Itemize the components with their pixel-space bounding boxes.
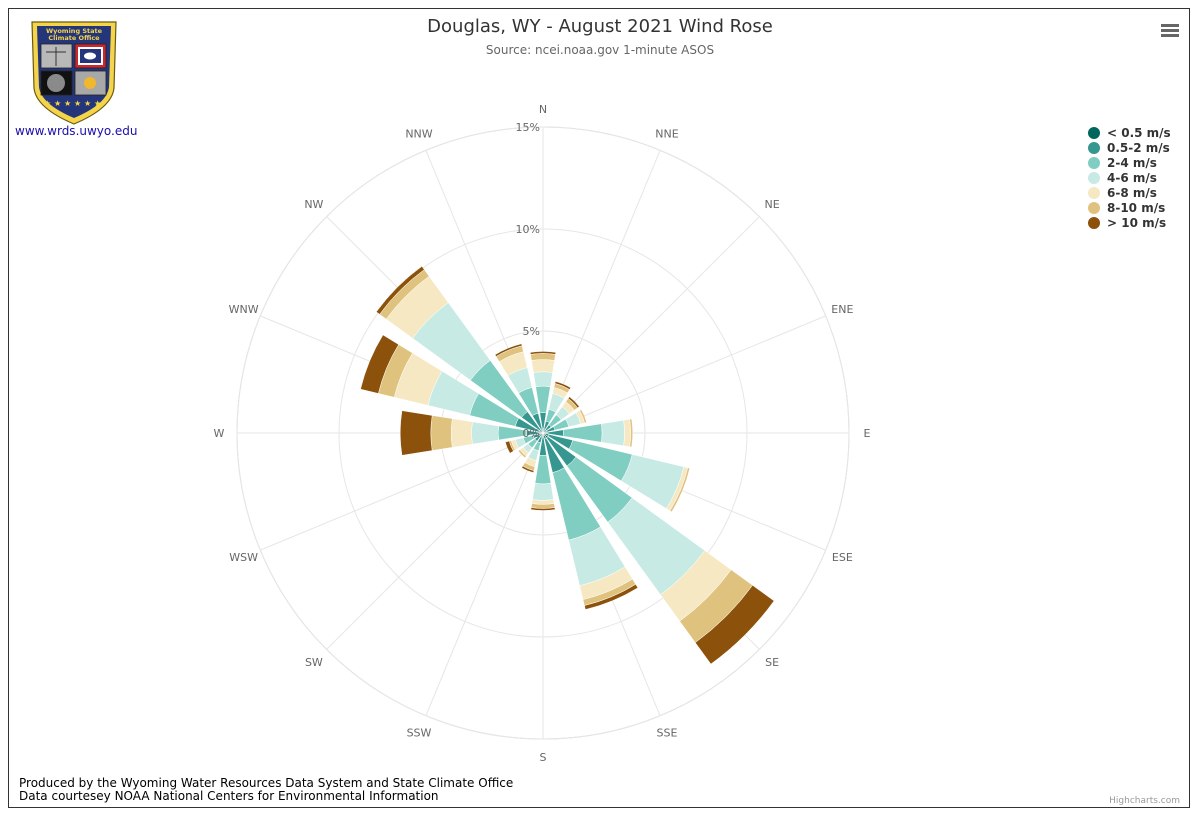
direction-label-sse: SSE	[657, 726, 678, 739]
grid-spoke	[542, 216, 760, 434]
direction-label-ene: ENE	[831, 303, 853, 316]
svg-text:★: ★	[64, 99, 71, 108]
svg-text:★: ★	[44, 99, 51, 108]
direction-label-se: SE	[765, 656, 779, 669]
wind-bar-w[interactable]	[400, 410, 433, 456]
radial-tick-label: 10%	[516, 223, 540, 236]
svg-text:★: ★	[74, 99, 81, 108]
wind-bar-e[interactable]	[629, 418, 634, 448]
legend-marker	[1088, 141, 1100, 154]
wind-bar-se[interactable]	[694, 584, 775, 665]
wind-bar-s[interactable]	[534, 454, 552, 485]
wind-bar-s[interactable]	[530, 503, 556, 509]
footer-line1: Produced by the Wyoming Water Resources …	[19, 776, 514, 790]
logo-text-line1: Wyoming State	[46, 27, 103, 35]
radial-tick-label: 5%	[523, 325, 540, 338]
wind-bar-n[interactable]	[530, 353, 556, 361]
legend-item[interactable]: > 10 m/s	[1088, 215, 1171, 230]
svg-text:★: ★	[94, 99, 101, 108]
wind-bar-wnw[interactable]	[360, 334, 399, 394]
direction-label-s: S	[540, 751, 547, 764]
wind-bar-sw[interactable]	[517, 449, 527, 459]
grid-spoke	[425, 432, 544, 716]
wind-bar-s[interactable]	[530, 507, 556, 511]
wind-bar-n[interactable]	[533, 371, 553, 387]
legend-marker	[1088, 216, 1100, 229]
highcharts-credit[interactable]: Highcharts.com	[1109, 796, 1180, 806]
legend-marker	[1088, 156, 1100, 169]
wind-bar-ssw[interactable]	[521, 465, 535, 473]
direction-label-ese: ESE	[832, 551, 853, 564]
legend-label: 6-8 m/s	[1107, 185, 1157, 200]
legend-label: < 0.5 m/s	[1107, 125, 1171, 140]
footer-line2: Data courtesey NOAA National Centers for…	[19, 789, 439, 803]
axis-labels: N NNE NE ENE E ESE SE SSE S SSW SW WSW W WNW NW NNW 5% 10…	[214, 103, 871, 764]
direction-label-wsw: WSW	[229, 551, 258, 564]
website-link[interactable]: www.wrds.uwyo.edu	[15, 124, 138, 138]
chart-subtitle: Source: ncei.noaa.gov 1-minute ASOS	[485, 43, 715, 57]
direction-label-nw: NW	[304, 198, 323, 211]
legend-item[interactable]: 0.5-2 m/s	[1088, 140, 1171, 155]
wind-bar-n[interactable]	[529, 351, 557, 355]
grid-spoke	[542, 315, 826, 434]
direction-label-ne: NE	[765, 198, 780, 211]
legend-label: 2-4 m/s	[1107, 155, 1157, 170]
wind-bar-w[interactable]	[471, 421, 499, 445]
wind-bar-ese[interactable]	[669, 467, 691, 513]
direction-label-w: W	[214, 427, 225, 440]
svg-text:★: ★	[54, 99, 61, 108]
legend-item[interactable]: 4-6 m/s	[1088, 170, 1171, 185]
legend-item[interactable]: 2-4 m/s	[1088, 155, 1171, 170]
direction-label-wnw: WNW	[229, 303, 259, 316]
wind-bar-e[interactable]	[601, 419, 625, 447]
direction-label-e: E	[864, 427, 871, 440]
direction-label-sw: SW	[305, 656, 323, 669]
footer-text: Produced by the Wyoming Water Resources …	[19, 777, 513, 803]
direction-label-nne: NNE	[655, 128, 678, 141]
wind-bar-ne[interactable]	[567, 396, 580, 409]
wind-bar-nnw[interactable]	[494, 343, 523, 357]
hamburger-menu-icon[interactable]	[1158, 20, 1182, 40]
chart-title: Douglas, WY - August 2021 Wind Rose	[427, 16, 773, 37]
legend-marker	[1088, 201, 1100, 214]
wind-bar-ene[interactable]	[579, 409, 587, 424]
wind-bar-sse[interactable]	[584, 583, 639, 610]
wind-bar-s[interactable]	[532, 483, 554, 501]
wind-bar-e[interactable]	[623, 418, 631, 448]
center-tick-label: 0%	[523, 427, 540, 440]
legend-label: > 10 m/s	[1107, 215, 1167, 230]
wind-bar-s[interactable]	[531, 499, 555, 505]
wind-bar-nne[interactable]	[554, 381, 572, 390]
svg-text:★: ★	[84, 99, 91, 108]
wind-bar-w[interactable]	[430, 415, 453, 451]
grid-spoke	[326, 432, 544, 650]
direction-label-nnw: NNW	[405, 128, 432, 141]
legend-label: 8-10 m/s	[1107, 200, 1166, 215]
legend-label: 0.5-2 m/s	[1107, 140, 1170, 155]
legend-item[interactable]: < 0.5 m/s	[1088, 125, 1171, 140]
wind-bar-n[interactable]	[531, 359, 555, 373]
grid-spoke	[260, 432, 544, 551]
logo-text-line2: Climate Office	[48, 34, 100, 42]
wind-bar-w[interactable]	[450, 418, 473, 448]
legend: < 0.5 m/s 0.5-2 m/s 2-4 m/s 4-6 m/s 6-8 m/s 8…	[1088, 125, 1171, 230]
legend-marker	[1088, 171, 1100, 184]
direction-label-ssw: SSW	[407, 726, 432, 739]
legend-marker	[1088, 126, 1100, 139]
wind-rose-bars	[360, 265, 775, 665]
wind-bar-wsw[interactable]	[505, 440, 514, 454]
direction-label-n: N	[539, 103, 547, 116]
wyoming-climate-office-logo: Wyoming State Climate Office ★ ★ ★ ★ ★ ★	[31, 21, 117, 125]
legend-item[interactable]: 8-10 m/s	[1088, 200, 1171, 215]
legend-label: 4-6 m/s	[1107, 170, 1157, 185]
wind-bar-n[interactable]	[535, 385, 551, 414]
legend-item[interactable]: 6-8 m/s	[1088, 185, 1171, 200]
legend-marker	[1088, 186, 1100, 199]
chart-container	[8, 8, 1190, 808]
wind-bar-nw[interactable]	[375, 265, 425, 315]
radial-tick-label: 15%	[516, 121, 540, 134]
